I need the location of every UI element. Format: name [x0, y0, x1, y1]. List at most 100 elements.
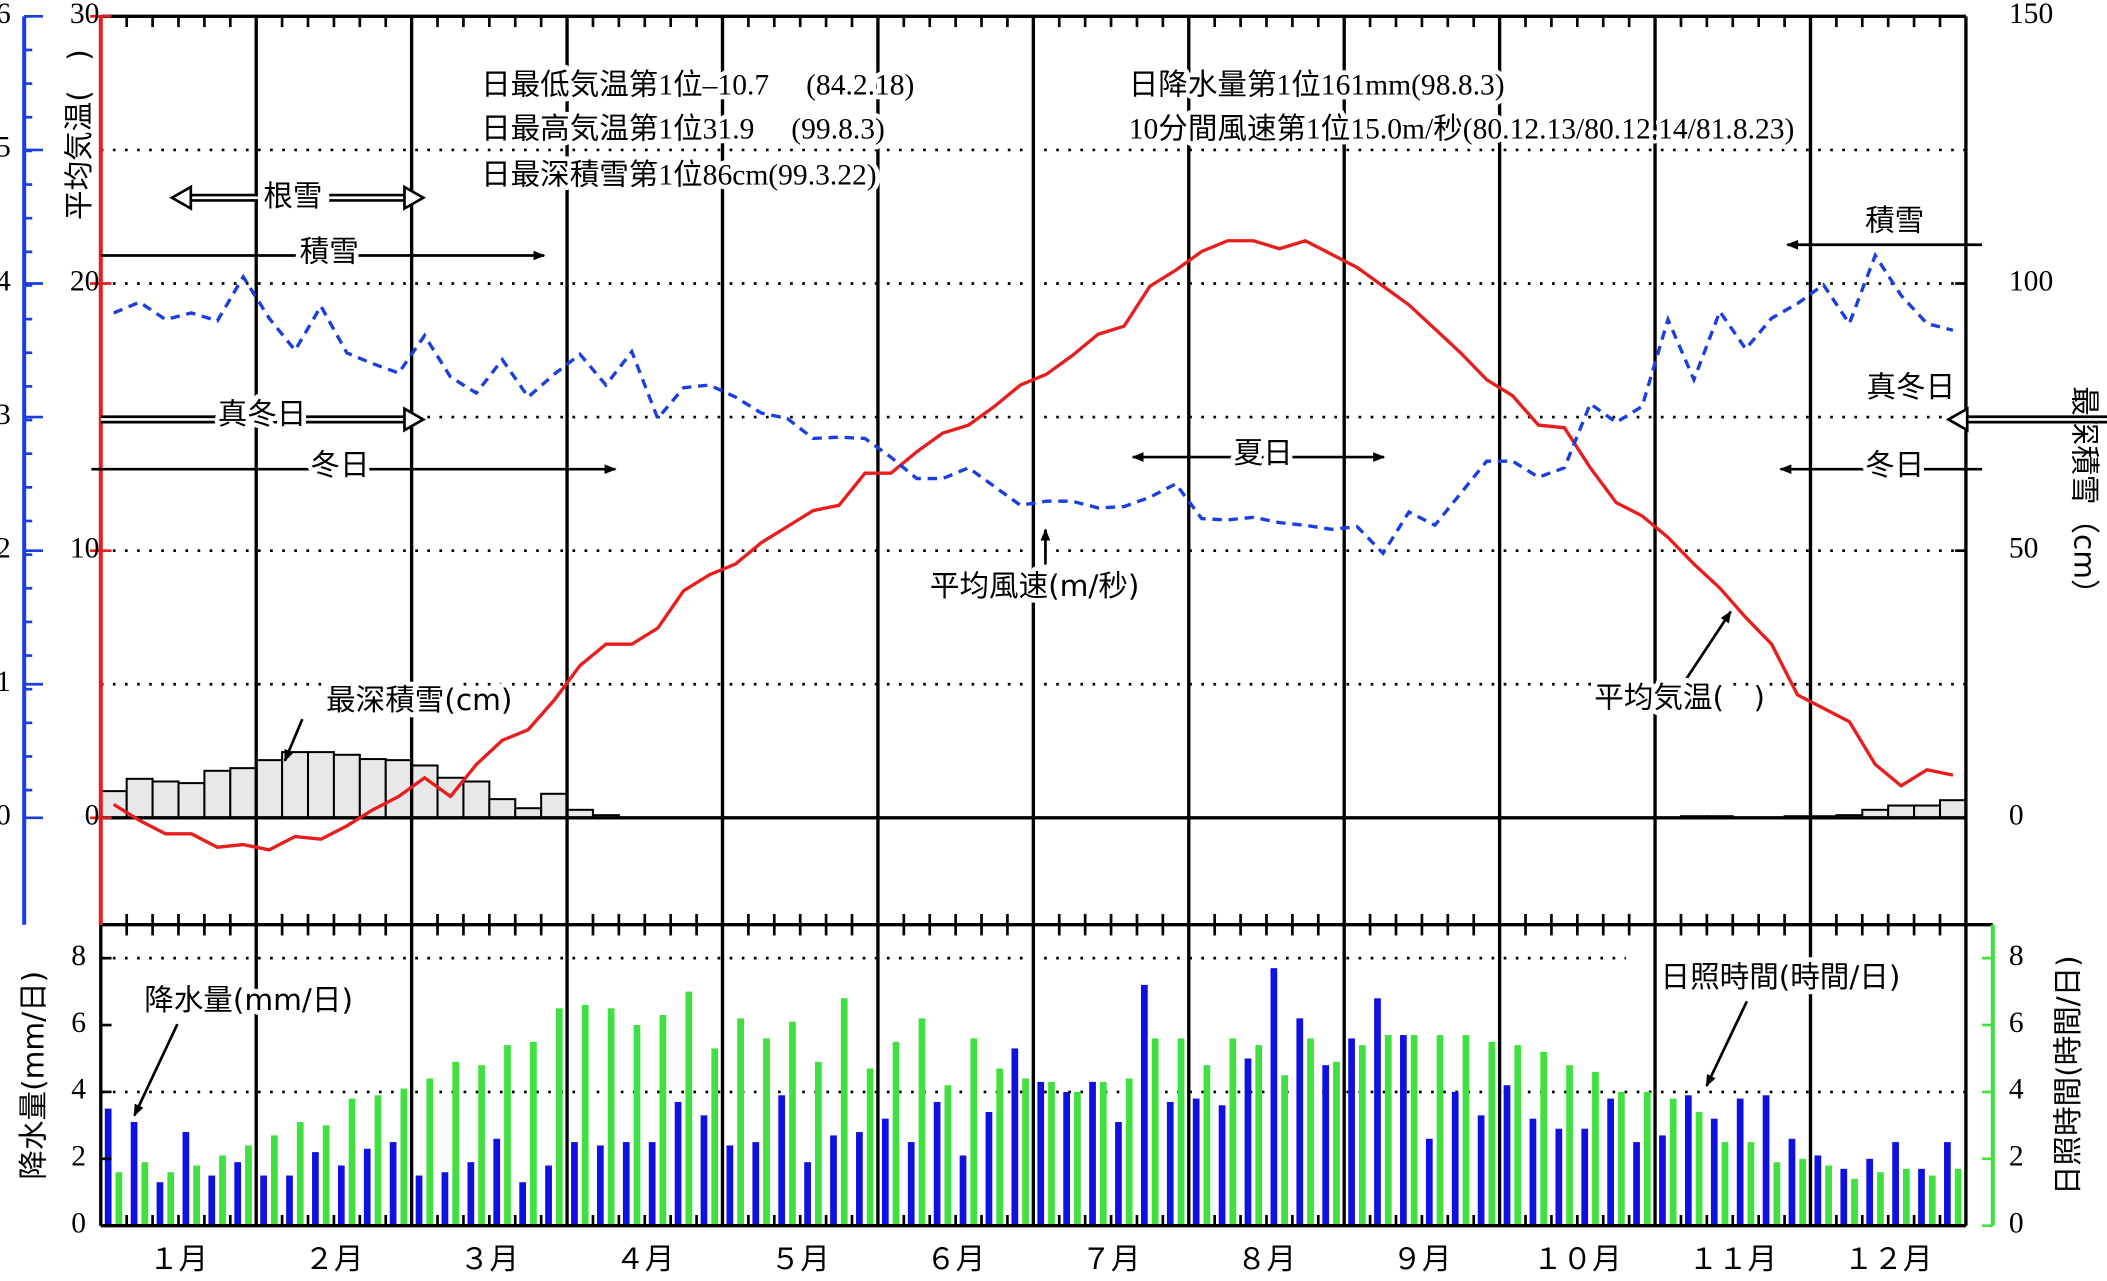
snow-bar	[410, 764, 439, 819]
sunshine-bar	[892, 1041, 900, 1226]
sunshine-bar	[1203, 1065, 1211, 1226]
sunshine-bar	[1022, 1078, 1029, 1226]
sunshine-bar	[1462, 1035, 1470, 1226]
precip-bar	[208, 1175, 216, 1226]
y-tick-label: 6	[2009, 1007, 2024, 1039]
sunshine-bar	[1333, 1061, 1340, 1226]
x-tick-label: １１月	[1688, 1242, 1777, 1276]
precip-bar	[1684, 1095, 1692, 1226]
annotation: 日降水量第1位161mm(98.8.3)	[1129, 68, 1505, 101]
snow-bar	[384, 759, 413, 819]
sunshine-bar	[1825, 1165, 1832, 1226]
sunshine-bar	[1877, 1172, 1884, 1226]
sunshine-bar	[607, 1008, 615, 1226]
x-tick-label: ３月	[460, 1242, 519, 1276]
precip-bar	[1866, 1158, 1874, 1226]
sunshine-bar	[1125, 1078, 1133, 1226]
sunshine-bar	[504, 1045, 511, 1226]
sunshine-bar	[1099, 1081, 1107, 1226]
precip-bar	[389, 1142, 397, 1226]
snow-bar	[462, 780, 491, 819]
sunshine-bar	[270, 1135, 278, 1226]
sunshine-bar	[1721, 1142, 1729, 1226]
snow-bar	[540, 792, 569, 819]
snow-bar	[125, 777, 154, 819]
precip-bar	[260, 1175, 267, 1226]
sunshine-bar	[970, 1038, 978, 1226]
y-tick-label: 6	[0, 0, 11, 30]
y-tick-label: 0	[0, 800, 11, 832]
y-tick-label: 0	[85, 800, 100, 832]
sunshine-bar	[1410, 1035, 1418, 1226]
snow-bar	[151, 780, 180, 819]
x-tick-label: １０月	[1533, 1242, 1622, 1276]
sunshine-bar	[1669, 1098, 1677, 1226]
precip-bar	[1244, 1058, 1252, 1226]
precip-bar	[1555, 1128, 1563, 1226]
series-label: 平均気温( )	[1594, 680, 1765, 714]
sunshine-bar	[530, 1041, 537, 1226]
precip-bar	[1944, 1142, 1951, 1226]
precip-bar	[1529, 1118, 1537, 1226]
series-label: 日照時間(時間/日)	[1661, 960, 1901, 994]
precip-bar	[286, 1175, 293, 1226]
precip-bar	[700, 1115, 708, 1226]
sunshine-bar	[1281, 1075, 1288, 1226]
sunshine-bar	[1618, 1091, 1625, 1226]
arrow-head	[169, 184, 193, 211]
sunshine-bar	[452, 1061, 460, 1226]
precip-bar	[1089, 1081, 1096, 1226]
y-tick-label: 4	[0, 265, 11, 297]
snow-bar	[203, 769, 232, 819]
sunshine-bar	[659, 1015, 667, 1226]
arrow-head	[403, 406, 426, 433]
arrow-head	[403, 184, 426, 211]
precip-bar	[959, 1155, 967, 1226]
precip-bar	[1840, 1168, 1848, 1226]
precip-bar	[907, 1142, 915, 1226]
sunshine-bar	[1255, 1045, 1263, 1226]
precip-bar	[1503, 1085, 1511, 1226]
sunshine-bar	[685, 991, 693, 1226]
sunshine-bar	[167, 1172, 175, 1226]
sunshine-bar	[1592, 1071, 1599, 1226]
y-tick-label: 4	[71, 1074, 86, 1106]
precip-bar	[856, 1132, 863, 1226]
annotation: 真冬日	[1866, 370, 1955, 404]
sunshine-bar	[478, 1065, 485, 1226]
precip-bar	[1374, 998, 1381, 1226]
annotation: 根雪	[263, 179, 322, 213]
y-tick-label: 0	[71, 1207, 86, 1239]
precip-bar	[467, 1162, 475, 1226]
snow-bar	[177, 782, 206, 819]
precip-bar	[104, 1108, 112, 1226]
sunshine-bar	[1384, 1035, 1392, 1226]
series-label: 平均風速(m/秒)	[930, 569, 1140, 603]
y-tick-label: 30	[70, 0, 100, 30]
precip-bar	[1348, 1038, 1355, 1226]
sunshine-bar	[1488, 1041, 1496, 1226]
snow-bar	[488, 798, 517, 819]
precip-bar	[1115, 1122, 1122, 1226]
precip-bar	[130, 1122, 138, 1226]
arrow	[1685, 610, 1732, 680]
precip-bar	[1166, 1101, 1174, 1226]
precip-bar	[1063, 1091, 1070, 1226]
precip-bar	[881, 1118, 889, 1226]
annotation: 日最高気温第1位31.9 (99.8.3)	[481, 113, 885, 146]
sunshine-bar	[1151, 1038, 1159, 1226]
snow-bar	[281, 751, 310, 819]
precip-bar	[1400, 1035, 1407, 1226]
y-tick-label: 50	[2009, 532, 2039, 564]
wind-line	[113, 251, 1954, 557]
precip-bar	[545, 1165, 552, 1226]
sunshine-bar	[996, 1068, 1004, 1226]
precip-bar	[337, 1165, 345, 1226]
sunshine-bar	[1851, 1178, 1858, 1226]
precip-bar	[312, 1152, 319, 1226]
y-tick-label: 2	[71, 1141, 86, 1173]
y-tick-label: 20	[70, 265, 100, 297]
y-tick-label: 5	[0, 132, 11, 164]
x-tick-label: ４月	[615, 1242, 674, 1276]
sunshine-bar	[193, 1165, 200, 1226]
